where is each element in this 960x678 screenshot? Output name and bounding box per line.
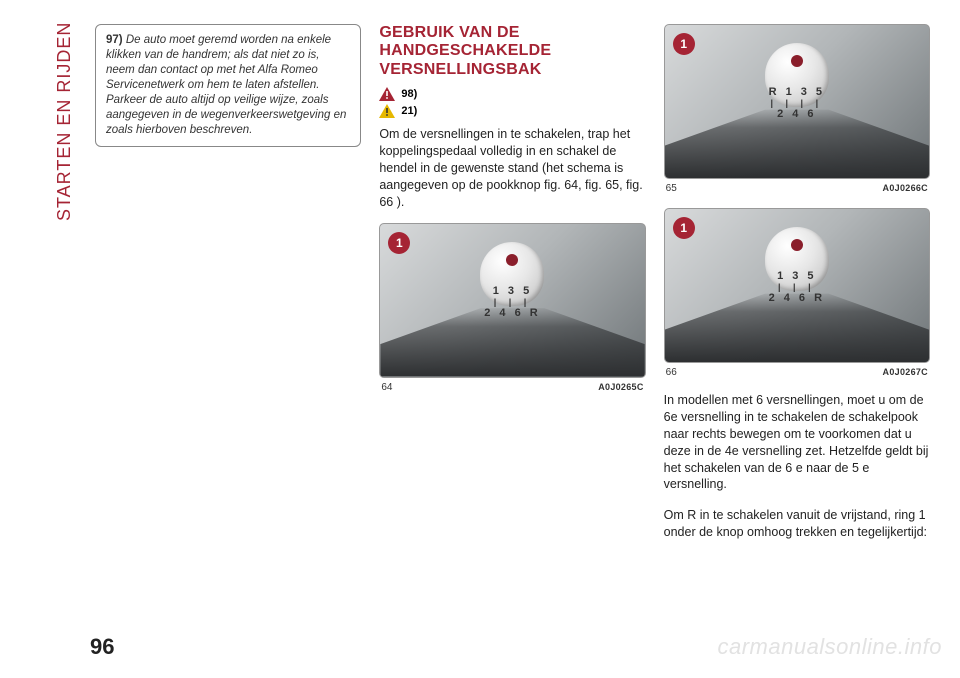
shift-bars: | | | [769,283,825,292]
figure-64-caption: 64 A0J0265C [379,382,645,393]
figure-65: R 1 3 5 | | | | 2 4 6 1 65 A0J0266C [664,24,930,194]
gear-knob-cap [506,254,518,266]
column-1: 97) De auto moet geremd worden na enkele… [95,24,361,622]
shift-top: R 1 3 5 [769,87,825,98]
note-box-97: 97) De auto moet geremd worden na enkele… [95,24,361,147]
callout-1: 1 [388,232,410,254]
shift-top: 1 3 5 [769,271,825,282]
figure-64-image: 1 3 5 | | | 2 4 6 R 1 [379,223,645,378]
warning-triangle-red-icon [379,87,395,101]
watermark: carmanualsonline.info [717,634,942,660]
paragraph: Om R in te schakelen vanuit de vrijstand… [664,507,930,541]
figure-code: A0J0265C [598,382,643,393]
figure-code: A0J0266C [883,183,928,194]
shift-bottom: 2 4 6 R [769,293,825,304]
gear-knob: 1 3 5 | | | 2 4 6 R [480,242,544,306]
shift-bars: | | | | [769,99,825,108]
shift-pattern: R 1 3 5 | | | | 2 4 6 [769,87,825,120]
callout-1: 1 [673,217,695,239]
shift-bottom: 2 4 6 R [484,308,540,319]
shift-pattern: 1 3 5 | | | 2 4 6 R [769,271,825,304]
figure-label: 66 [666,367,677,378]
figure-label: 64 [381,382,392,393]
shift-top: 1 3 5 [484,286,540,297]
gear-knob-cap [791,55,803,67]
note-number: 97) [106,34,123,46]
shift-pattern: 1 3 5 | | | 2 4 6 R [484,286,540,319]
figure-label: 65 [666,183,677,194]
figure-64: 1 3 5 | | | 2 4 6 R 1 64 A0J0265C [379,223,645,393]
section-heading: GEBRUIK VAN DE HANDGESCHAKELDE VERSNELLI… [379,24,645,79]
paragraph: In modellen met 6 versnellingen, moet u … [664,392,930,493]
page-number: 96 [90,634,114,660]
figure-65-image: R 1 3 5 | | | | 2 4 6 1 [664,24,930,179]
page-content: 97) De auto moet geremd worden na enkele… [95,24,930,622]
shift-bars: | | | [484,298,540,307]
warning-ref-red-text: 98) [401,88,417,100]
gear-knob: R 1 3 5 | | | | 2 4 6 [765,43,829,107]
warning-triangle-yellow-icon [379,104,395,118]
shift-bottom: 2 4 6 [769,109,825,120]
warning-ref-yellow: 21) [379,104,645,118]
gear-knob-cap [791,239,803,251]
figure-66-image: 1 3 5 | | | 2 4 6 R 1 [664,208,930,363]
gear-knob: 1 3 5 | | | 2 4 6 R [765,227,829,291]
warning-ref-yellow-text: 21) [401,105,417,117]
column-2: GEBRUIK VAN DE HANDGESCHAKELDE VERSNELLI… [379,24,645,622]
callout-1: 1 [673,33,695,55]
figure-66-caption: 66 A0J0267C [664,367,930,378]
paragraph: Om de versnellingen in te schakelen, tra… [379,126,645,210]
warning-ref-red: 98) [379,87,645,101]
figure-66: 1 3 5 | | | 2 4 6 R 1 66 A0J0267C [664,208,930,378]
figure-65-caption: 65 A0J0266C [664,183,930,194]
section-label: STARTEN EN RIJDEN [54,22,75,221]
figure-code: A0J0267C [883,367,928,378]
column-3: R 1 3 5 | | | | 2 4 6 1 65 A0J0266C 1 3 … [664,24,930,622]
note-text: De auto moet geremd worden na enkele kli… [106,34,346,136]
